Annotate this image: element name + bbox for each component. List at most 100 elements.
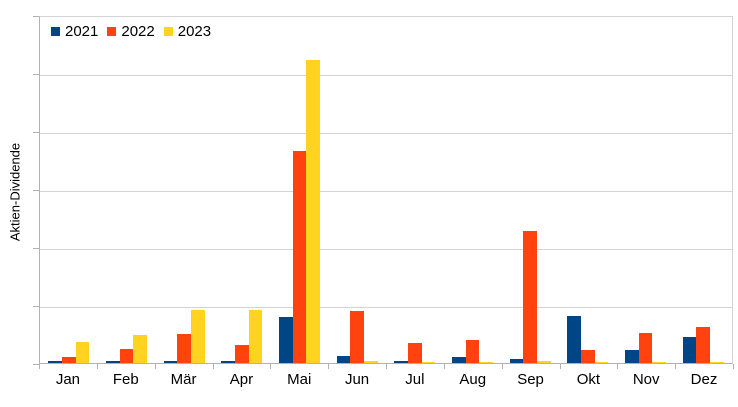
- bar-group-Dez: [674, 17, 732, 363]
- bar-2022-Apr: [235, 345, 249, 363]
- x-label-Nov: Nov: [632, 371, 660, 388]
- gridline: [40, 75, 732, 76]
- x-label-Sep: Sep: [517, 371, 544, 388]
- bar-group-Mai: [271, 17, 329, 363]
- x-label-Jul: Jul: [405, 371, 425, 388]
- plot-area: [39, 16, 733, 364]
- y-axis-tick: [33, 16, 39, 17]
- y-axis-tick: [33, 364, 39, 365]
- bar-2023-Jul: [421, 361, 436, 363]
- x-label-Mär: Mär: [170, 371, 197, 388]
- y-axis-tick: [33, 74, 39, 75]
- bar-2021-Dez: [682, 337, 697, 363]
- legend-label: 2021: [65, 23, 99, 40]
- bar-2023-Mai: [306, 59, 321, 363]
- x-axis-tick: [96, 364, 98, 369]
- bar-group-Nov: [617, 17, 675, 363]
- x-axis-tick: [154, 364, 156, 369]
- legend: 2021 2022 2023: [51, 24, 211, 39]
- x-label-Jun: Jun: [344, 371, 370, 388]
- x-axis-tick: [328, 364, 330, 369]
- bar-2023-Okt: [594, 361, 609, 363]
- x-label-Feb: Feb: [112, 371, 139, 388]
- bar-group-Feb: [98, 17, 156, 363]
- bar-group-Aug: [444, 17, 502, 363]
- bar-2022-Sep: [523, 230, 538, 363]
- y-axis-title: Aktien-Dividende: [7, 142, 23, 242]
- x-label-Apr: Apr: [229, 371, 254, 388]
- y-axis-tick: [33, 248, 39, 249]
- x-axis-tick: [386, 364, 387, 369]
- legend-swatch-icon: [51, 27, 60, 36]
- y-axis-tick: [33, 132, 39, 133]
- bar-2021-Jan: [48, 361, 62, 363]
- legend-swatch-icon: [163, 27, 173, 36]
- bars-layer: [40, 17, 732, 363]
- bar-2021-Feb: [105, 361, 120, 363]
- bar-2023-Apr: [248, 309, 263, 363]
- bar-2021-Mai: [278, 317, 293, 363]
- bar-2022-Dez: [696, 326, 711, 363]
- bar-group-Jun: [328, 17, 386, 363]
- bar-group-Jul: [386, 17, 444, 363]
- gridline: [40, 191, 732, 192]
- bar-2021-Mär: [163, 361, 178, 363]
- bar-group-Apr: [213, 17, 271, 363]
- bar-2022-Feb: [119, 349, 134, 363]
- bar-2023-Feb: [133, 334, 148, 363]
- bar-2023-Dez: [710, 361, 724, 363]
- x-axis-tick: [617, 364, 619, 369]
- bar-2022-Nov: [638, 333, 653, 363]
- bar-2023-Aug: [479, 361, 494, 363]
- legend-label: 2023: [177, 23, 212, 40]
- bar-2021-Aug: [452, 356, 466, 363]
- bar-group-Sep: [501, 17, 559, 363]
- bar-2021-Sep: [509, 358, 524, 363]
- bar-group-Jan: [40, 17, 98, 363]
- gridline: [40, 249, 732, 250]
- gridline: [40, 307, 732, 308]
- bar-2022-Aug: [465, 339, 480, 363]
- x-axis-labels: Jan Feb Mär Apr Mai Jun Jul Aug Sep Okt Nov Dez: [39, 371, 733, 389]
- x-axis-tick: [733, 364, 734, 369]
- y-axis-tick: [33, 190, 39, 191]
- x-label-Dez: Dez: [690, 371, 718, 388]
- bar-2022-Jul: [408, 343, 422, 363]
- gridline: [40, 133, 732, 134]
- bar-2021-Apr: [221, 361, 235, 363]
- bar-2023-Jun: [364, 361, 378, 363]
- bar-2023-Mär: [191, 309, 205, 363]
- bar-2023-Nov: [652, 361, 667, 363]
- legend-swatch-icon: [107, 27, 117, 36]
- y-axis-tick: [33, 306, 39, 307]
- x-axis-tick: [212, 364, 214, 369]
- legend-item-2023: 2023: [163, 23, 212, 40]
- bar-2023-Sep: [537, 361, 551, 363]
- bar-2022-Okt: [581, 349, 595, 363]
- x-axis-tick: [501, 364, 503, 369]
- x-axis-tick: [675, 364, 677, 369]
- bar-2023-Jan: [75, 342, 90, 363]
- legend-label: 2022: [121, 23, 155, 40]
- bar-2022-Mär: [177, 333, 192, 363]
- bar-2021-Jun: [336, 356, 351, 363]
- legend-item-2021: 2021: [51, 24, 98, 39]
- x-axis-tick: [559, 364, 561, 369]
- bar-2021-Jul: [394, 360, 409, 363]
- bar-2022-Jan: [61, 357, 76, 363]
- bar-2021-Okt: [567, 316, 582, 363]
- legend-item-2022: 2022: [107, 23, 155, 40]
- x-axis-tick: [443, 364, 445, 369]
- x-axis-tick: [270, 364, 272, 369]
- bar-group-Okt: [559, 17, 617, 363]
- bar-2022-Jun: [350, 310, 365, 363]
- x-label-Okt: Okt: [576, 371, 601, 388]
- bar-2022-Mai: [292, 151, 307, 363]
- bar-group-Mär: [155, 17, 213, 363]
- x-axis-tick: [39, 364, 40, 369]
- x-label-Mai: Mai: [287, 371, 312, 388]
- x-label-Jan: Jan: [55, 371, 80, 388]
- x-label-Aug: Aug: [459, 371, 487, 388]
- bar-2021-Nov: [625, 349, 639, 363]
